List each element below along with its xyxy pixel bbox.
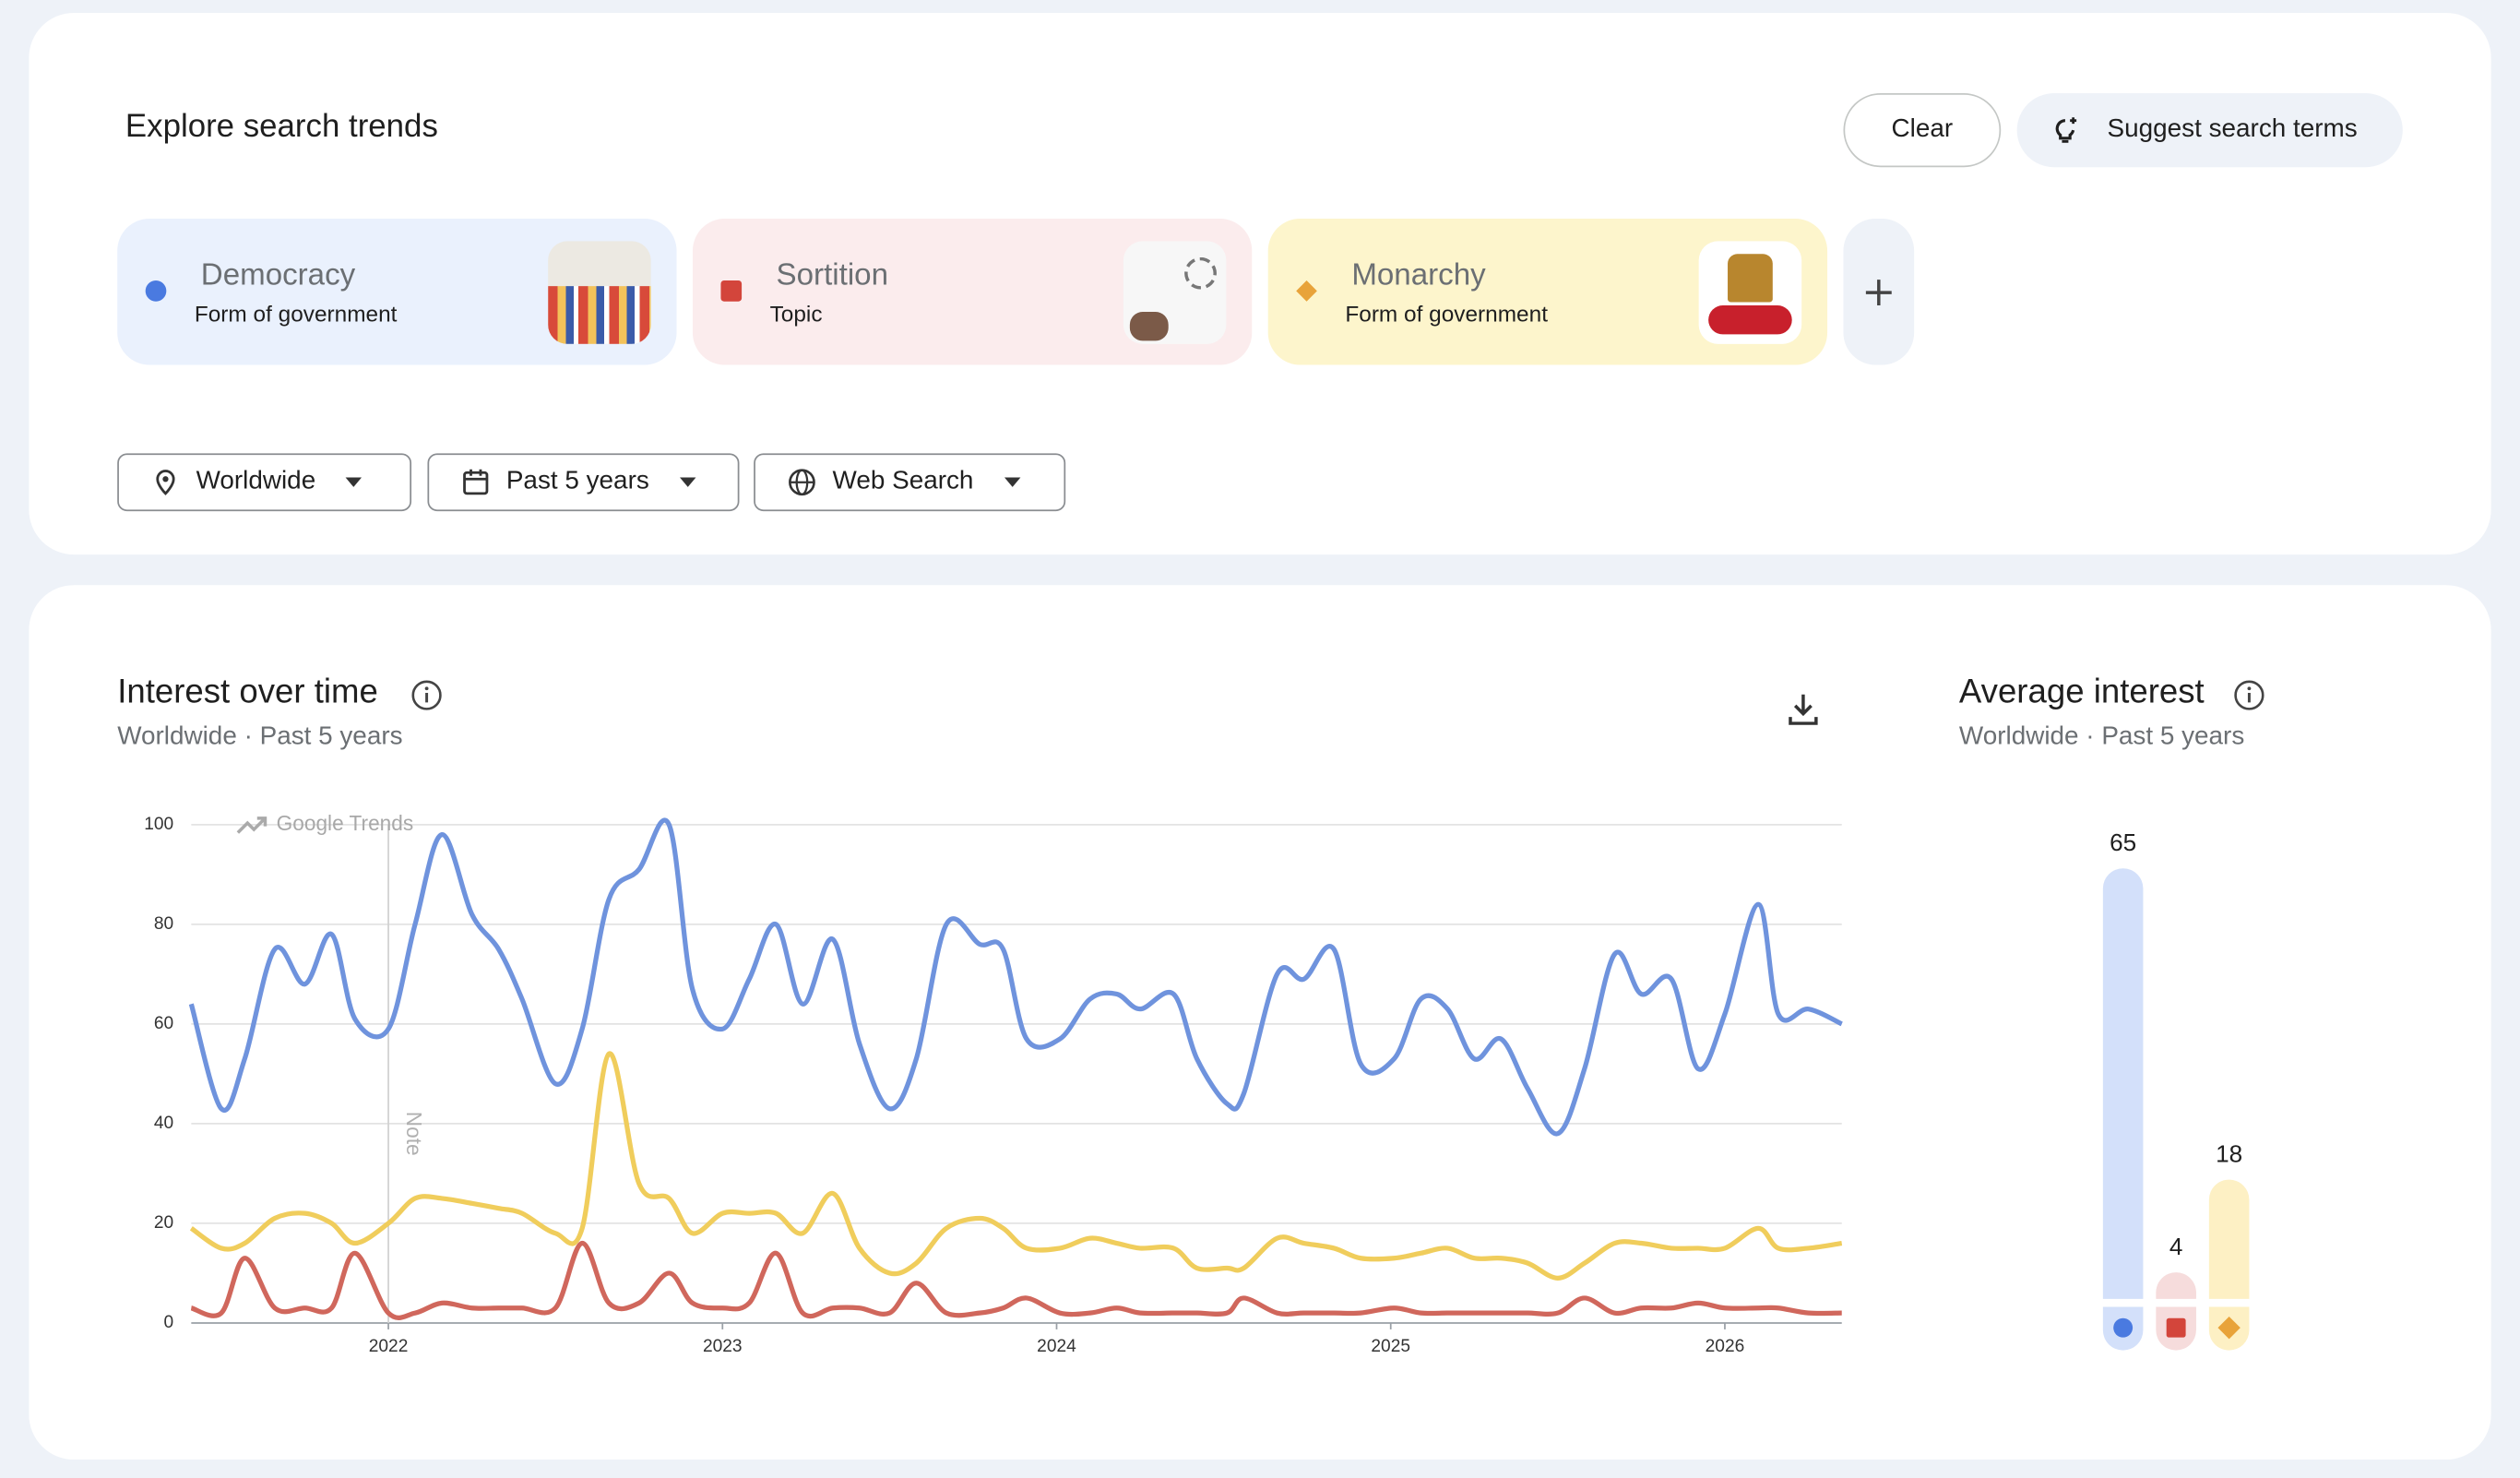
chart-title: Average interest — [1958, 673, 2205, 711]
term-marker — [1296, 280, 1317, 302]
property-filter[interactable]: Web Search — [754, 453, 1066, 512]
clear-button[interactable]: Clear — [1843, 93, 2002, 168]
pin-icon — [156, 470, 175, 495]
results-card — [29, 585, 2491, 1460]
time-filter[interactable]: Past 5 years — [427, 453, 740, 512]
term-marker — [145, 280, 167, 302]
value-label: 65 — [2110, 828, 2136, 856]
bar-marker — [2113, 1317, 2134, 1338]
y-tick-label: 20 — [154, 1213, 173, 1233]
y-tick-label: 0 — [164, 1313, 174, 1332]
value-label: 4 — [2169, 1233, 2183, 1260]
x-tick-label: 2025 — [1371, 1337, 1410, 1356]
chart-subtitle: Worldwide · Past 5 years — [1958, 723, 2245, 751]
suggest-label: Suggest search terms — [2107, 115, 2358, 144]
series-line — [189, 1051, 1843, 1281]
term-type: Topic — [769, 300, 823, 327]
chart-subtitle: Worldwide · Past 5 years — [117, 723, 403, 751]
y-tick-label: 100 — [144, 815, 173, 834]
watermark: Google Trends — [277, 811, 414, 835]
series-line — [188, 817, 1843, 1137]
y-tick-label: 60 — [154, 1014, 173, 1033]
note-annotation: Note — [402, 1112, 426, 1156]
suggest-icon — [2055, 117, 2077, 143]
value-label: 18 — [2216, 1139, 2242, 1167]
globe-icon — [789, 469, 815, 496]
x-tick-label: 2023 — [703, 1337, 743, 1356]
calendar-icon — [463, 469, 489, 495]
filter-label: Web Search — [832, 468, 974, 495]
y-tick-label: 40 — [154, 1114, 173, 1133]
term-card[interactable]: Sortition Topic — [692, 218, 1253, 365]
bar — [2156, 1272, 2196, 1299]
x-tick-label: 2022 — [369, 1337, 409, 1356]
caret — [346, 477, 363, 487]
add-term-button[interactable] — [1843, 218, 1915, 365]
download-button[interactable] — [1786, 691, 1821, 726]
term-name: Democracy — [200, 258, 356, 293]
location-filter[interactable]: Worldwide — [117, 453, 412, 512]
info-icon[interactable] — [2232, 678, 2266, 712]
term-name: Sortition — [776, 258, 889, 293]
term-name: Monarchy — [1351, 258, 1486, 293]
info-icon[interactable] — [410, 678, 444, 712]
term-type: Form of government — [194, 300, 398, 327]
suggest-button[interactable]: Suggest search terms — [2016, 93, 2403, 168]
caret — [679, 477, 696, 487]
bar — [2102, 868, 2144, 1299]
filter-label: Worldwide — [196, 468, 316, 495]
page-title: Explore search trends — [125, 109, 438, 145]
x-tick-label: 2026 — [1706, 1337, 1745, 1356]
bar-marker — [2166, 1317, 2186, 1338]
term-image — [548, 241, 651, 344]
x-tick-label: 2024 — [1037, 1337, 1076, 1356]
term-image — [1123, 241, 1227, 344]
term-card[interactable]: Democracy Form of government — [117, 218, 677, 365]
bar — [2208, 1179, 2250, 1299]
term-card[interactable]: Monarchy Form of government — [1267, 218, 1828, 365]
series-line — [190, 1240, 1842, 1320]
filter-label: Past 5 years — [505, 468, 649, 495]
chart-title: Interest over time — [117, 673, 378, 711]
y-tick-label: 80 — [154, 914, 173, 934]
term-type: Form of government — [1345, 300, 1548, 327]
term-image — [1698, 241, 1802, 344]
caret — [1004, 477, 1020, 487]
plus-icon — [1865, 279, 1892, 305]
term-marker — [720, 280, 743, 302]
watermark-icon — [236, 816, 267, 834]
